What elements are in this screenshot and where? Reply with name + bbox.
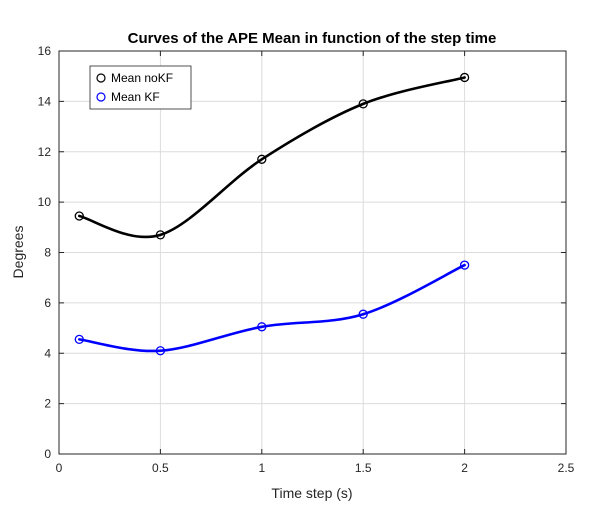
y-tick-label: 14 <box>38 94 52 108</box>
series-line-1 <box>77 263 466 353</box>
data-point-1 <box>155 346 166 356</box>
y-tick-label: 4 <box>44 346 51 360</box>
legend-label-mean-nokf: Mean noKF <box>111 71 173 85</box>
data-point-0 <box>155 230 166 240</box>
x-tick-label: 1 <box>258 461 265 475</box>
legend-label-mean-kf: Mean KF <box>111 90 160 104</box>
x-tick-label: 0 <box>56 461 63 475</box>
legend-marker-mean-nokf <box>96 73 106 83</box>
grid <box>59 51 566 454</box>
legend-box <box>89 65 192 110</box>
data-point-1 <box>358 309 368 319</box>
data-point-1 <box>74 334 84 345</box>
y-tick-label: 12 <box>38 145 52 159</box>
y-tick-label: 0 <box>44 447 51 461</box>
y-tick-label: 2 <box>44 397 51 411</box>
chart-title: Curves of the APE Mean in function of th… <box>128 30 497 47</box>
data-point-0 <box>358 99 368 109</box>
y-axis-label: Degrees <box>10 226 26 279</box>
x-tick-label: 2.5 <box>558 461 575 475</box>
data-point-0 <box>74 211 84 221</box>
data-point-1 <box>459 260 470 270</box>
x-axis-label: Time step (s) <box>271 485 352 501</box>
x-tick-label: 1.5 <box>355 461 372 475</box>
y-tick-label: 16 <box>38 44 52 58</box>
series-layer <box>74 72 470 356</box>
plot-frame <box>58 50 567 455</box>
y-tick-label: 6 <box>44 296 51 310</box>
y-tick-label: 8 <box>44 246 51 260</box>
legend-marker-mean-kf <box>96 92 106 102</box>
series-line-0 <box>77 76 466 239</box>
x-tick-label: 2 <box>461 461 468 475</box>
data-point-0 <box>459 72 470 83</box>
legend: Mean noKF Mean KF <box>89 65 192 110</box>
data-point-0 <box>257 154 267 164</box>
data-point-1 <box>257 322 267 332</box>
x-tick-label: 0.5 <box>152 461 169 475</box>
axis-ticks: 0 0.5 1 1.5 2 2.5 0 2 4 6 8 10 12 14 16 <box>38 44 575 475</box>
y-tick-label: 10 <box>38 195 52 209</box>
